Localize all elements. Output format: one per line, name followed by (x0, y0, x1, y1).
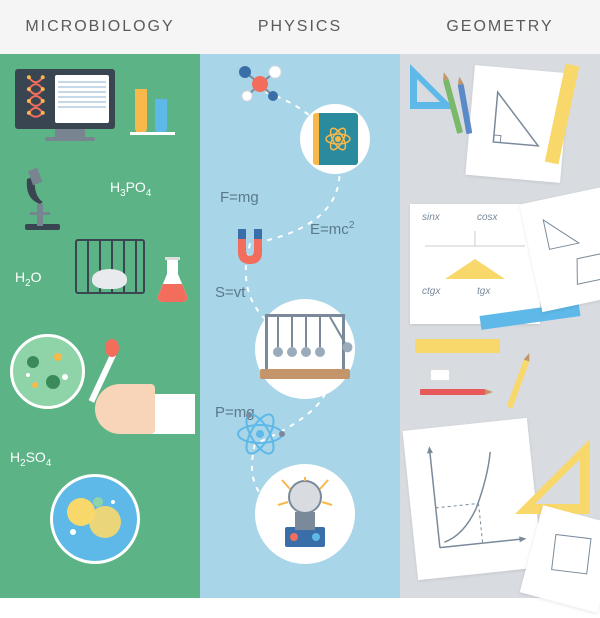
flask-icon (155, 254, 190, 304)
formula-h2o: H2O (15, 269, 41, 289)
formula-emc2: E=mc2 (310, 219, 355, 238)
dropper-bulb-icon (105, 339, 119, 357)
physics-book-icon (313, 113, 358, 165)
trig-sinx: sinx (422, 212, 473, 223)
infographic-container: MICROBIOLOGY (0, 0, 600, 600)
generator-icon (270, 477, 340, 552)
triangle-ruler-icon (510, 434, 595, 519)
tube-rack-icon (130, 132, 175, 135)
cradle-badge (255, 299, 355, 399)
ruler-icon (415, 339, 500, 353)
microbiology-title: MICROBIOLOGY (0, 0, 200, 54)
microscope-icon (15, 164, 65, 234)
microbiology-body: H3PO4 H2O H2SO4 (0, 54, 200, 598)
geometry-panel: GEOMETRY sinx cosx ctgx tgx (400, 0, 600, 600)
book-badge (300, 104, 370, 174)
cage-icon (75, 239, 145, 294)
molecule-icon (235, 64, 285, 109)
geometry-body: sinx cosx ctgx tgx (400, 54, 600, 598)
trig-cosx: cosx (477, 212, 528, 223)
document-icon (55, 75, 109, 123)
microbiology-panel: MICROBIOLOGY (0, 0, 200, 600)
formula-h3po4: H3PO4 (110, 179, 151, 199)
physics-panel: PHYSICS (200, 0, 400, 600)
formula-fmg: F=mg (220, 189, 259, 206)
magnet-icon (230, 224, 270, 269)
mouse-icon (92, 269, 127, 289)
hand-icon (95, 384, 155, 434)
petri-dish-icon (10, 334, 85, 409)
test-tube-icon (155, 99, 167, 134)
physics-title: PHYSICS (200, 0, 400, 54)
formula-svt: S=vt (215, 284, 245, 301)
petri-dish-icon (50, 474, 140, 564)
dna-icon (21, 75, 51, 123)
atom-icon (235, 409, 285, 459)
pencil-icon (507, 359, 530, 408)
paper-trig: sinx cosx ctgx tgx (410, 204, 540, 324)
physics-body: F=mg E=mc2 S=vt P=mg (200, 54, 400, 598)
computer-icon (15, 69, 125, 144)
newton-cradle-icon (265, 314, 345, 384)
pencil-icon (420, 389, 485, 395)
geometry-title: GEOMETRY (400, 0, 600, 54)
test-tube-icon (135, 89, 147, 134)
generator-badge (255, 464, 355, 564)
eraser-icon (430, 369, 450, 381)
formula-h2so4: H2SO4 (10, 449, 51, 469)
